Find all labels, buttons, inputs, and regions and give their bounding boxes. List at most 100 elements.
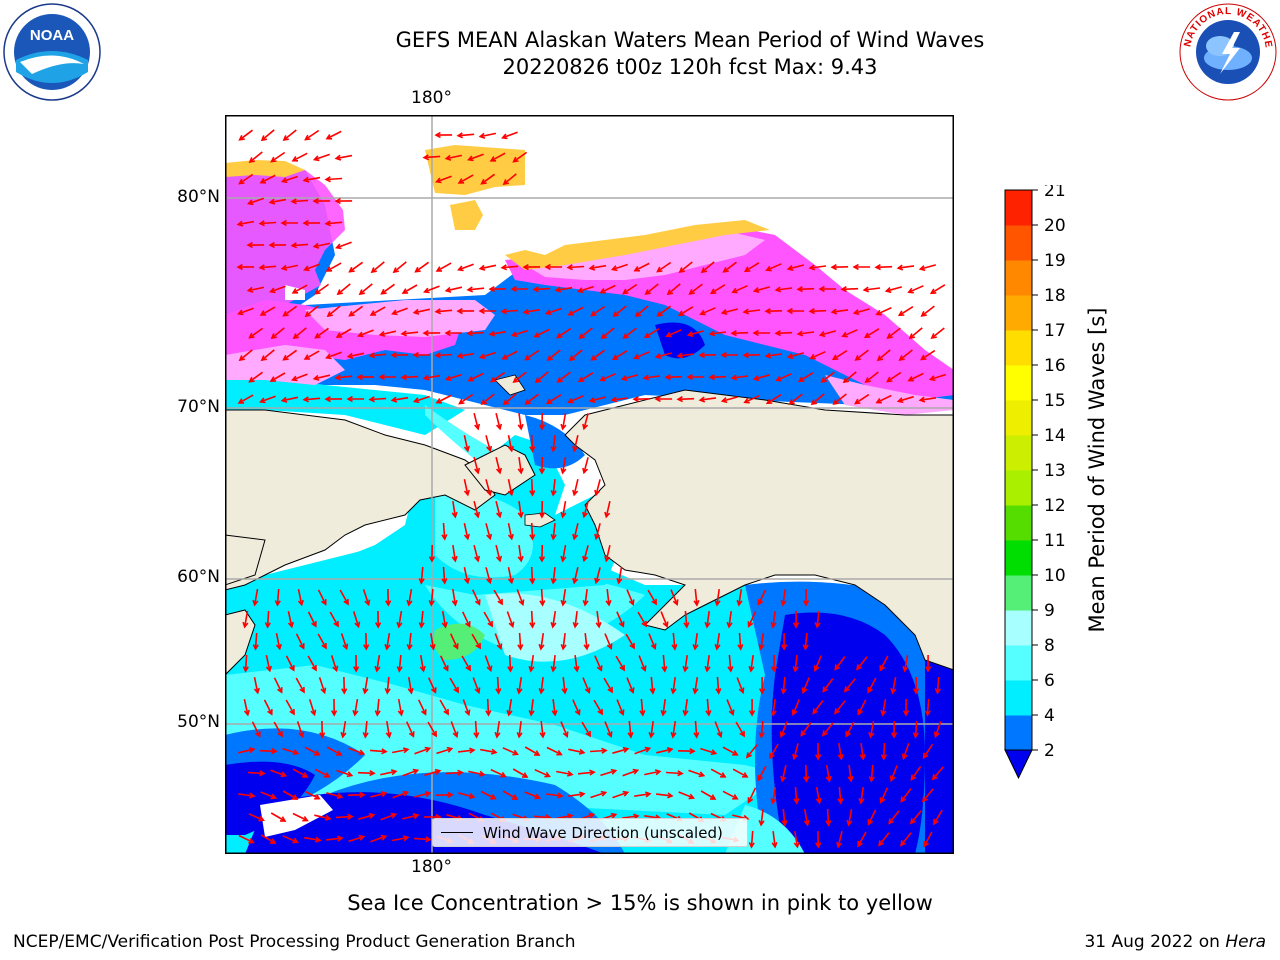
- wind-wave-arrowhead: [496, 555, 503, 563]
- wind-wave-arrowhead: [242, 666, 249, 673]
- wind-wave-arrowhead: [929, 288, 937, 295]
- wind-wave-arrowhead: [640, 665, 647, 672]
- wind-wave-arrowhead: [463, 533, 470, 541]
- wind-wave-arrowhead: [710, 749, 718, 756]
- wind-wave-arrowhead: [302, 772, 309, 778]
- wind-wave-arrow: [458, 792, 475, 798]
- wind-wave-arrow: [887, 327, 901, 339]
- wind-wave-arrowhead: [878, 840, 885, 847]
- wind-wave-arrow: [800, 722, 812, 736]
- wind-wave-arrow: [402, 331, 419, 335]
- wind-wave-arrowhead: [567, 397, 574, 404]
- wind-wave-arrow: [672, 720, 677, 738]
- wind-wave-arrowhead: [572, 489, 579, 497]
- wind-wave-arrowhead: [605, 599, 612, 607]
- wind-wave-arrow: [348, 835, 364, 843]
- wind-wave-arrowhead: [726, 621, 733, 629]
- wind-wave-arrowhead: [714, 600, 721, 607]
- wind-wave-arrowhead: [277, 687, 283, 694]
- wind-wave-arrowhead: [769, 752, 775, 760]
- wind-wave-arrowhead: [412, 397, 420, 404]
- wind-wave-arrowhead: [457, 265, 464, 272]
- wind-wave-arrow: [578, 372, 594, 382]
- wind-wave-arrow: [552, 567, 556, 583]
- wind-wave-arrowhead: [566, 770, 574, 777]
- wind-wave-arrowhead: [884, 287, 892, 294]
- wind-wave-arrow: [462, 699, 470, 715]
- wind-wave-arrow: [637, 611, 647, 627]
- wind-wave-arrowhead: [529, 490, 536, 497]
- wind-wave-arrowhead: [880, 754, 887, 761]
- wind-wave-arrowhead: [282, 310, 289, 317]
- wind-wave-arrowhead: [334, 154, 342, 161]
- wind-wave-arrowhead: [879, 797, 886, 804]
- wind-wave-arrowhead: [279, 816, 287, 822]
- wind-wave-arrow: [273, 677, 283, 693]
- wind-wave-arrowhead: [714, 643, 721, 651]
- footer-date-text: 31 Aug 2022 on: [1084, 932, 1226, 952]
- wind-wave-arrowhead: [692, 687, 699, 695]
- wind-wave-arrowhead: [582, 467, 589, 475]
- colorbar-segment: [1005, 715, 1032, 751]
- wind-wave-arrowhead: [282, 135, 289, 142]
- wind-wave-arrow: [615, 655, 625, 671]
- wind-wave-arrowhead: [742, 308, 750, 315]
- wind-wave-arrowhead: [780, 644, 788, 651]
- wind-wave-arrow: [261, 349, 275, 361]
- wind-wave-arrowhead: [501, 133, 508, 140]
- wind-wave-arrow: [307, 611, 317, 627]
- wind-wave-arrow: [430, 632, 435, 650]
- wind-wave-arrowhead: [378, 373, 385, 381]
- wind-wave-arrow: [524, 791, 540, 799]
- wind-wave-arrowhead: [392, 267, 399, 274]
- wind-wave-arrow: [914, 720, 918, 738]
- wind-wave-arrow: [722, 790, 738, 800]
- wind-wave-arrowhead: [452, 731, 459, 739]
- wind-wave-arrowhead: [765, 398, 773, 405]
- wind-wave-arrow: [815, 786, 821, 804]
- wind-wave-arrowhead: [632, 396, 639, 403]
- wind-wave-arrowhead: [538, 424, 546, 431]
- wind-wave-arrowhead: [556, 749, 563, 756]
- wind-wave-arrowhead: [401, 288, 409, 294]
- wind-wave-arrowhead: [324, 396, 331, 403]
- wind-wave-arrow: [314, 242, 331, 248]
- wind-wave-arrow: [402, 769, 418, 777]
- wind-wave-arrow: [364, 676, 369, 694]
- wind-wave-arrowhead: [672, 599, 679, 606]
- wind-wave-arrowhead: [248, 157, 255, 164]
- wind-wave-arrow: [656, 793, 673, 797]
- wind-wave-arrowhead: [243, 709, 250, 717]
- wind-wave-arrow: [926, 698, 930, 716]
- wind-wave-arrowhead: [715, 688, 722, 695]
- wind-wave-arrow: [552, 698, 556, 716]
- wind-wave-arrow: [495, 413, 501, 429]
- wind-wave-arrow: [480, 351, 496, 359]
- wind-wave-arrowhead: [752, 287, 760, 293]
- colorbar-segment: [1005, 680, 1032, 716]
- wind-wave-arrow: [888, 810, 900, 824]
- wind-wave-arrowhead: [678, 267, 685, 274]
- wind-wave-arrow: [386, 632, 391, 650]
- wind-wave-arrow: [814, 655, 822, 671]
- wind-wave-arrow: [471, 633, 481, 649]
- wind-wave-arrowhead: [688, 288, 695, 295]
- wind-wave-arrowhead: [364, 599, 371, 607]
- wind-wave-arrowhead: [686, 331, 694, 337]
- wind-wave-arrow: [568, 793, 585, 797]
- wind-wave-arrow: [810, 350, 826, 360]
- wind-wave-arrowhead: [280, 771, 288, 778]
- colorbar-segment: [1005, 295, 1032, 331]
- wind-wave-arrowhead: [737, 644, 744, 651]
- wind-wave-arrowhead: [369, 770, 376, 777]
- wind-wave-arrowhead: [533, 331, 540, 338]
- wind-wave-arrowhead: [508, 621, 515, 629]
- wind-wave-arrow: [679, 261, 693, 273]
- wind-wave-arrow: [530, 434, 534, 452]
- wind-wave-arrow: [557, 371, 571, 383]
- wind-wave-arrow: [513, 151, 528, 163]
- wind-wave-arrow: [848, 764, 852, 782]
- wind-wave-arrowhead: [430, 687, 437, 694]
- wind-wave-arrow: [854, 308, 871, 314]
- wind-wave-arrow: [857, 831, 867, 847]
